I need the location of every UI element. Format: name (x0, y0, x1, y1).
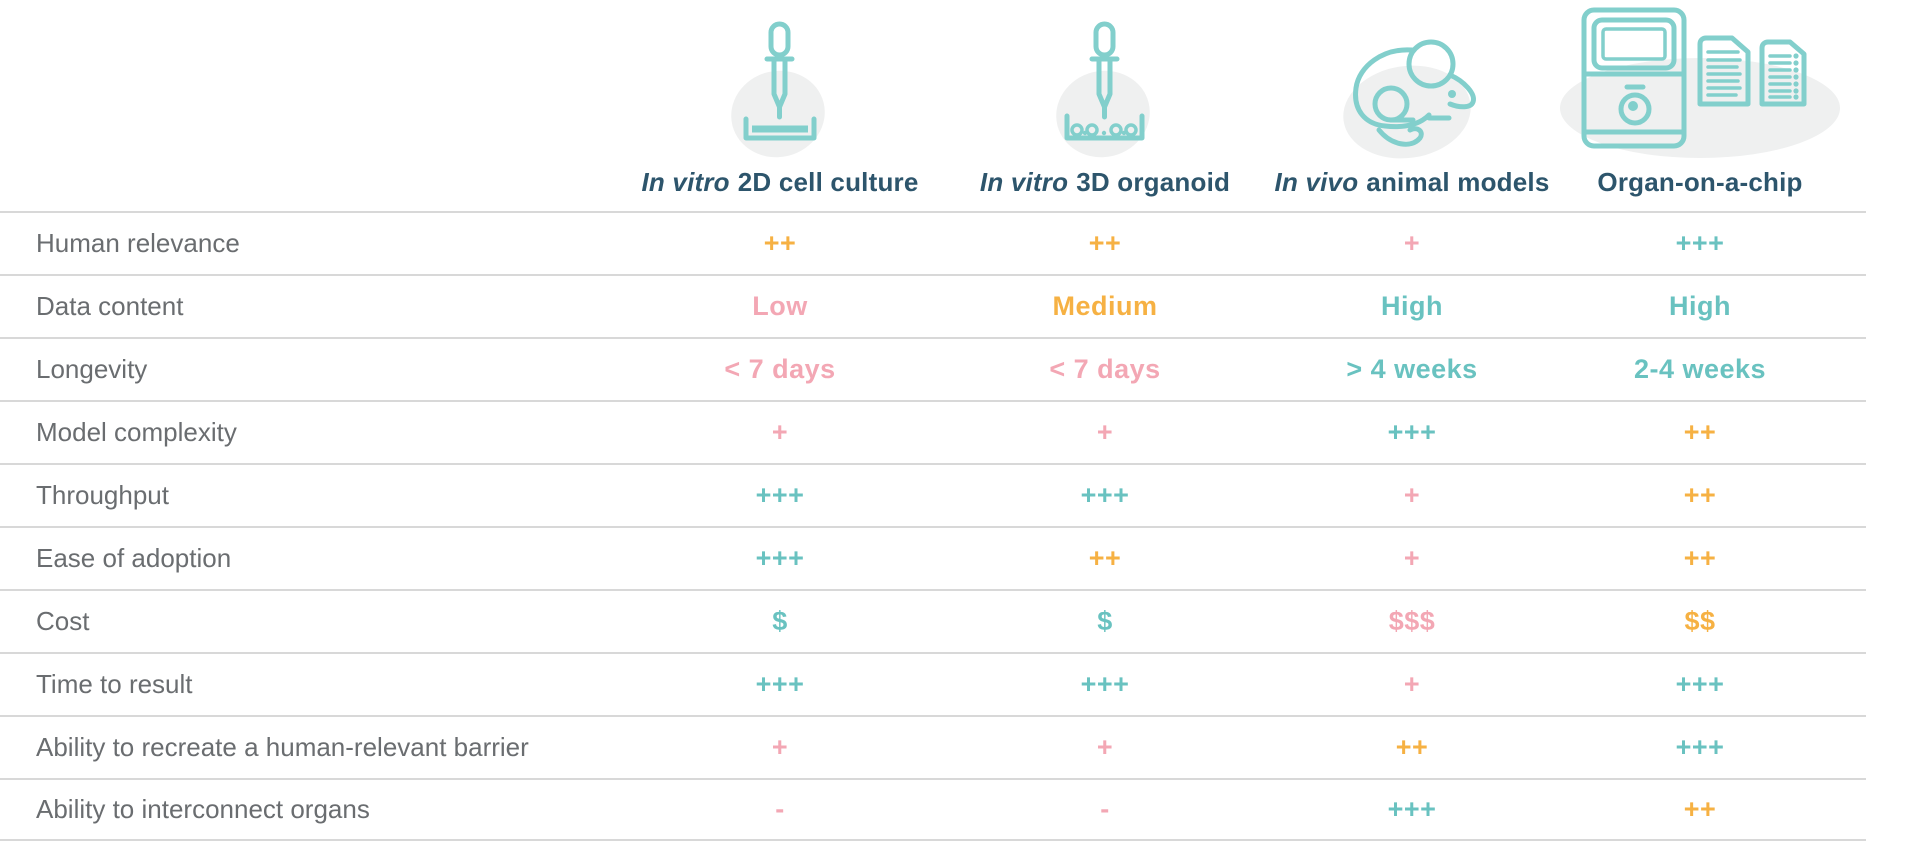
cell-value: 2-4 weeks (1633, 354, 1767, 384)
table-header: In vitro 2D cell culture (0, 4, 1866, 198)
cell-value: < 7 days (724, 354, 836, 384)
column-title: In vivo animal models (1275, 166, 1550, 198)
column-title-rest: 3D organoid (1076, 167, 1231, 197)
cell-value: +++ (1387, 417, 1437, 447)
cell-value: ++ (1683, 794, 1717, 824)
column-title: In vitro 2D cell culture (641, 166, 918, 198)
table-row: Throughput +++ +++ + ++ (0, 463, 1866, 526)
row-label: Human relevance (36, 228, 240, 258)
column-header-3d-organoid: In vitro 3D organoid (920, 4, 1290, 198)
column-title-italic: In vivo (1274, 167, 1359, 197)
cell-value: + (1096, 732, 1114, 762)
column-title-rest: animal models (1366, 167, 1550, 197)
row-label: Model complexity (36, 417, 237, 447)
cell-value: > 4 weeks (1346, 354, 1478, 384)
cell-value: ++ (1395, 732, 1429, 762)
column-header-2d-cell-culture: In vitro 2D cell culture (640, 4, 920, 198)
cell-value: +++ (755, 480, 805, 510)
column-title: In vitro 3D organoid (980, 166, 1230, 198)
cell-value: + (771, 732, 789, 762)
row-label: Longevity (36, 354, 148, 384)
cell-value: +++ (1387, 794, 1437, 824)
cell-value: + (1403, 228, 1421, 258)
cell-value: High (1669, 291, 1731, 321)
comparison-table: Human relevance ++ ++ + +++ Data content… (0, 211, 1909, 841)
column-title-italic: In vitro (641, 167, 730, 197)
table-row: Model complexity + + +++ ++ (0, 400, 1866, 463)
column-title-italic: In vitro (979, 167, 1069, 197)
cell-value: + (771, 417, 789, 447)
table-row: Time to result +++ +++ + +++ (0, 652, 1866, 715)
row-label: Time to result (36, 669, 193, 699)
column-title-rest: 2D cell culture (737, 167, 919, 197)
cell-value: + (1096, 417, 1114, 447)
row-label: Ability to interconnect organs (36, 794, 370, 824)
organ-on-chip-instrument-icon (1560, 7, 1840, 158)
column-header-animal-models: In vivo animal models (1275, 4, 1549, 198)
cell-value: +++ (1675, 228, 1725, 258)
column-header-organ-on-a-chip: Organ-on-a-chip (1534, 4, 1866, 198)
cell-value: ++ (1683, 543, 1717, 573)
table-row: Ability to interconnect organs - - +++ +… (0, 778, 1866, 841)
row-label: Cost (36, 606, 90, 636)
row-label: Ability to recreate a human-relevant bar… (36, 732, 529, 762)
cell-value: $ (1097, 606, 1113, 636)
column-title-rest: Organ-on-a-chip (1597, 167, 1803, 197)
table-row: Cost $ $ $$$ $$ (0, 589, 1866, 652)
cell-value: ++ (1683, 480, 1717, 510)
cell-value: + (1403, 480, 1421, 510)
cell-value: $$$ (1388, 606, 1436, 636)
table-row: Human relevance ++ ++ + +++ (0, 211, 1866, 274)
mouse-icon (1343, 39, 1476, 159)
cell-value: ++ (1088, 228, 1122, 258)
cell-value: - (775, 794, 785, 824)
column-title: Organ-on-a-chip (1597, 166, 1802, 198)
cell-value: $$ (1684, 606, 1716, 636)
cell-value: +++ (1675, 732, 1725, 762)
cell-value: + (1403, 669, 1421, 699)
table-row: Ability to recreate a human-relevant bar… (0, 715, 1866, 778)
table-row: Ease of adoption +++ ++ + ++ (0, 526, 1866, 589)
cell-value: +++ (1080, 480, 1130, 510)
cell-value: < 7 days (1049, 354, 1161, 384)
pipette-2d-dish-icon (731, 21, 825, 158)
table-row: Longevity < 7 days < 7 days > 4 weeks 2-… (0, 337, 1866, 400)
pipette-3d-organoid-dish-icon (1056, 21, 1150, 158)
cell-value: ++ (763, 228, 797, 258)
cell-value: +++ (755, 543, 805, 573)
cell-value: + (1403, 543, 1421, 573)
pipette-2d-dish-icon (720, 4, 840, 164)
cell-value: +++ (1675, 669, 1725, 699)
cell-value: +++ (755, 669, 805, 699)
cell-value: Medium (1052, 291, 1158, 321)
cell-value: ++ (1088, 543, 1122, 573)
row-label: Throughput (36, 480, 169, 510)
organ-on-chip-instrument-icon (1550, 4, 1850, 164)
row-label: Ease of adoption (36, 543, 232, 573)
cell-value: $ (772, 606, 788, 636)
mouse-icon (1327, 4, 1497, 164)
cell-value: Low (752, 291, 808, 321)
table-row: Data content Low Medium High High (0, 274, 1866, 337)
row-label: Data content (36, 291, 184, 321)
cell-value: +++ (1080, 669, 1130, 699)
cell-value: - (1100, 794, 1110, 824)
pipette-3d-organoid-dish-icon (1045, 4, 1165, 164)
cell-value: ++ (1683, 417, 1717, 447)
cell-value: High (1381, 291, 1443, 321)
